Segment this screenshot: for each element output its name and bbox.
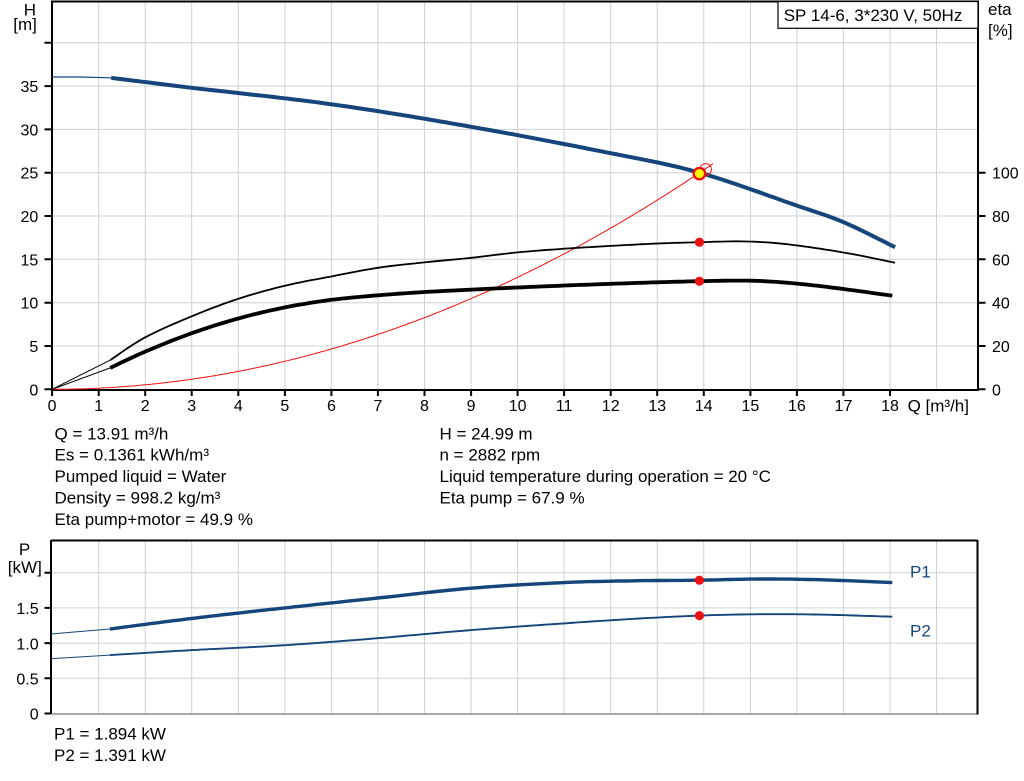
svg-text:P1 = 1.894 kW: P1 = 1.894 kW (54, 725, 166, 744)
svg-text:20: 20 (992, 339, 1010, 356)
svg-text:16: 16 (788, 398, 806, 415)
svg-text:4: 4 (234, 398, 243, 415)
svg-text:P: P (19, 540, 30, 559)
svg-text:7: 7 (373, 398, 382, 415)
svg-text:n = 2882 rpm: n = 2882 rpm (440, 446, 541, 465)
svg-text:14: 14 (695, 398, 713, 415)
svg-text:20: 20 (21, 209, 39, 226)
svg-text:H = 24.99 m: H = 24.99 m (440, 424, 533, 443)
svg-text:P2 = 1.391 kW: P2 = 1.391 kW (54, 746, 166, 765)
svg-text:Q [m³/h]: Q [m³/h] (908, 396, 969, 415)
svg-text:Density = 998.2 kg/m³: Density = 998.2 kg/m³ (55, 489, 221, 508)
svg-text:5: 5 (280, 398, 289, 415)
svg-text:8: 8 (420, 398, 429, 415)
svg-text:P1: P1 (910, 563, 931, 582)
svg-text:35: 35 (21, 79, 39, 96)
svg-text:0: 0 (29, 382, 38, 399)
svg-text:10: 10 (21, 296, 39, 313)
svg-text:[%]: [%] (988, 21, 1013, 40)
svg-text:2: 2 (141, 398, 150, 415)
svg-text:0: 0 (48, 398, 57, 415)
svg-text:Eta pump = 67.9 %: Eta pump = 67.9 % (440, 489, 585, 508)
svg-text:40: 40 (992, 296, 1010, 313)
svg-text:30: 30 (21, 122, 39, 139)
svg-text:10: 10 (509, 398, 527, 415)
svg-text:6: 6 (327, 398, 336, 415)
svg-text:15: 15 (21, 252, 39, 269)
svg-text:12: 12 (602, 398, 620, 415)
svg-text:Q = 13.91 m³/h: Q = 13.91 m³/h (55, 424, 169, 443)
svg-text:Es = 0.1361 kWh/m³: Es = 0.1361 kWh/m³ (55, 446, 210, 465)
svg-text:13: 13 (648, 398, 666, 415)
svg-text:1: 1 (94, 398, 103, 415)
svg-text:0: 0 (992, 382, 1001, 399)
svg-text:Liquid temperature during oper: Liquid temperature during operation = 20… (440, 467, 771, 486)
svg-text:15: 15 (741, 398, 759, 415)
svg-text:3: 3 (187, 398, 196, 415)
svg-text:80: 80 (992, 209, 1010, 226)
svg-text:60: 60 (992, 252, 1010, 269)
svg-text:18: 18 (881, 398, 899, 415)
svg-text:1.5: 1.5 (16, 601, 38, 618)
svg-text:1.0: 1.0 (16, 636, 38, 653)
svg-text:[kW]: [kW] (8, 558, 42, 577)
svg-text:5: 5 (29, 339, 38, 356)
svg-text:100: 100 (992, 166, 1019, 183)
svg-text:11: 11 (556, 398, 573, 415)
svg-text:SP 14-6, 3*230 V, 50Hz: SP 14-6, 3*230 V, 50Hz (784, 6, 963, 25)
svg-text:eta: eta (988, 0, 1012, 19)
svg-text:0: 0 (30, 707, 39, 724)
svg-text:Eta pump+motor = 49.9 %: Eta pump+motor = 49.9 % (55, 510, 253, 529)
svg-text:H: H (24, 0, 36, 19)
svg-text:17: 17 (835, 398, 853, 415)
svg-text:[m]: [m] (13, 15, 37, 34)
svg-text:P2: P2 (910, 622, 931, 641)
svg-text:Pumped liquid = Water: Pumped liquid = Water (55, 467, 227, 486)
svg-text:0.5: 0.5 (16, 672, 38, 689)
svg-text:25: 25 (21, 166, 39, 183)
svg-text:9: 9 (467, 398, 476, 415)
